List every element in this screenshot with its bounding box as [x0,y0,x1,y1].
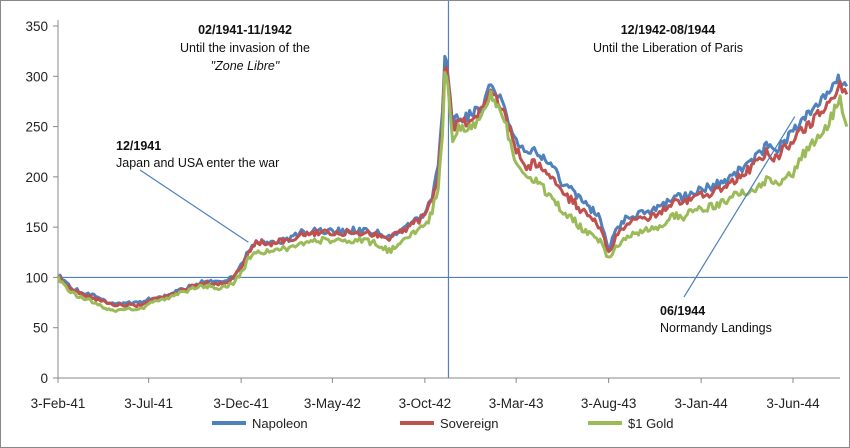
annotation-4-line-2: Normandy Landings [660,321,772,335]
y-tick-label: 350 [25,19,48,34]
legend-label-2: Sovereign [440,416,499,431]
annotation-2-line-2: Until the Liberation of Paris [593,41,743,55]
x-tick-label: 3-Oct-42 [399,396,452,411]
x-tick-label: 3-Jun-44 [766,396,820,411]
annotation-3-leader-line [139,169,249,243]
x-tick-label: 3-Dec-41 [213,396,269,411]
axes: 0 50 100 150 200 250 300 350 3-Feb-41 3-Jul-41 3-D… [25,19,840,411]
x-tick-label: 3-Feb-41 [31,396,86,411]
x-tick-label: 3-Jul-41 [124,396,173,411]
annotation-1-line-2: Until the invasion of the [180,41,310,55]
annotation-2-line-1: 12/1942-08/1944 [621,23,716,37]
y-tick-label: 250 [25,120,48,135]
annotation-4-line-1: 06/1944 [660,304,705,318]
legend-label-1: Napoleon [252,416,308,431]
series-lines [56,54,849,313]
x-tick-label: 3-Jan-44 [674,396,728,411]
y-tick-label: 300 [25,69,48,84]
annotation-3-line-1: 12/1941 [116,139,161,153]
x-tick-label: 3-Aug-43 [581,396,637,411]
legend: Napoleon Sovereign $1 Gold [212,416,674,431]
annotation-1-line-3: "Zone Libre" [211,59,280,73]
x-tick-label: 3-May-42 [304,396,361,411]
series-line-sovereign [57,66,849,309]
annotation-4-leader-line [683,116,796,298]
y-tick-label: 150 [25,220,48,235]
y-tick-label: 0 [40,371,48,386]
y-tick-label: 200 [25,170,48,185]
x-tick-label: 3-Mar-43 [489,396,544,411]
y-tick-label: 50 [33,321,48,336]
series-line-1-gold [56,71,849,313]
y-tick-label: 100 [25,270,48,285]
annotation-3-line-2: Japan and USA enter the war [116,156,279,170]
legend-label-3: $1 Gold [628,416,674,431]
annotation-1-line-1: 02/1941-11/1942 [198,23,292,37]
reference-lines [58,1,848,378]
annotations: 02/1941-11/1942 Until the invasion of the… [116,23,796,335]
